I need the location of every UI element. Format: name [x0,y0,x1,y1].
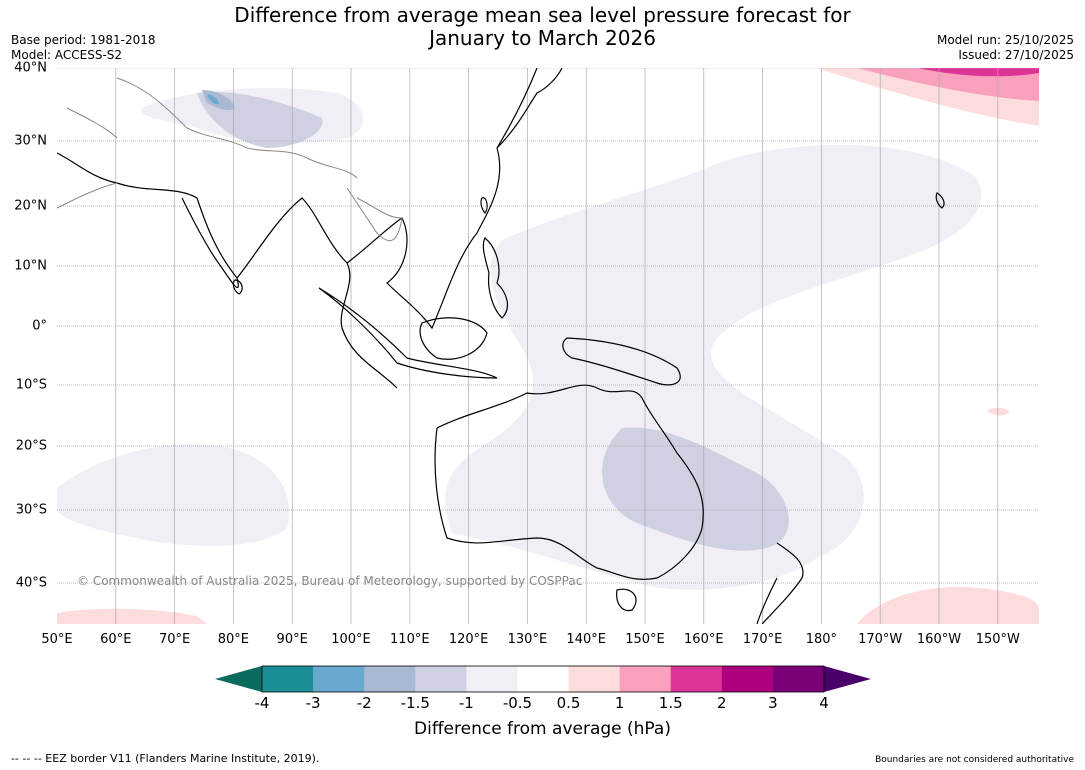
border-south-asia [116,77,358,179]
colorbar-cell [619,666,672,692]
colorbar-tick-label: -1 [458,694,474,712]
colorbar-cell [466,666,518,692]
colorbar-cell [262,666,314,692]
anomaly-shading [57,68,1039,624]
coastline-bay-of-bengal [236,197,398,389]
neg-anomaly-indian-ocean [57,444,290,546]
border-middle-east [57,107,118,209]
coastline-sri-lanka [232,279,243,295]
colorbar-tick-label: 1 [614,694,625,712]
coastline-hawaii [935,192,945,209]
colorbar-cell [721,666,774,692]
pos-anomaly-southern-east [857,587,1039,624]
longitude-label: 150°E [625,632,665,647]
latitude-label: 30°S [15,502,47,518]
eez-legend: -- -- -- EEZ border V11 (Flanders Marine… [11,752,320,765]
pos-anomaly-southern-west [57,608,207,624]
country-borders [57,77,403,242]
longitude-label: 120°E [448,632,489,647]
colorbar-tick-label: 3 [768,694,778,712]
page-title: Difference from average mean sea level p… [0,4,1085,50]
latitude-label: 10°S [15,377,47,393]
model-run: Model run: 25/10/2025 [936,33,1074,47]
colorbar-cell [364,666,416,692]
longitude-label: 170°E [742,632,783,647]
longitude-label: 160°E [684,632,724,647]
latitude-label: 20°N [14,198,47,214]
colorbar-tick-label: -1.5 [400,694,430,712]
colorbar-title: Difference from average (hPa) [414,719,671,739]
colorbar-under-arrow [215,666,262,692]
colorbar-frame [261,665,825,693]
colorbar-tick-label: 1.5 [658,694,683,712]
colorbar-tick-label: 2 [717,694,727,712]
colorbar-tick-label: -3 [305,694,321,712]
longitude-label: 110°E [390,632,430,647]
coastline-philippines [482,237,509,319]
longitude-label: 160°W [916,632,962,647]
coastline-arabia-india [57,152,239,289]
longitude-label: 70°E [158,632,191,647]
latitude-label: 20°S [15,438,47,454]
issued-date: Issued: 27/10/2025 [958,48,1074,62]
longitude-label: 130°E [507,632,548,647]
coastline-taiwan [480,197,488,214]
coastline-australia [434,384,704,580]
colorbar-tick-label: -2 [356,694,372,712]
copyright-notice: © Commonwealth of Australia 2025, Bureau… [77,574,582,588]
longitude-label: 90°E [276,632,308,647]
longitude-label: 100°E [331,632,371,647]
meta-right: Model run: 25/10/2025 Issued: 27/10/2025 [937,33,1074,63]
latitude-label: 0° [32,318,47,334]
graticule [57,68,1039,624]
coastlines [57,68,945,624]
longitude-label: 140°E [566,632,606,647]
neg-anomaly-west-pacific [445,144,982,590]
title-line-2: January to March 2026 [429,26,656,50]
border-indochina [346,187,403,242]
coastline-japan [496,68,563,149]
colorbar-cell [415,666,467,692]
meta-left: Base period: 1981-2018 Model: ACCESS-S2 [11,33,156,63]
colorbar-cells [262,666,825,692]
latitude-label: 10°N [14,258,47,274]
longitude-label: 180° [805,632,838,647]
coastline-new-guinea [562,337,681,386]
coastline-tasmania [616,588,637,612]
coastline-sumatra-java [318,287,498,379]
colorbar-tick-label: 0.5 [556,694,581,712]
colorbar-cell [313,666,365,692]
colorbar-tick-label: -4 [254,694,270,712]
colorbar-cell [517,666,570,692]
coastline-southeast-asia [346,147,501,330]
longitude-label: 50°E [41,632,73,647]
latitude-label: 30°N [14,133,47,149]
latitude-label: 40°S [15,575,47,591]
latitude-label: 40°N [14,60,47,76]
colorbar-over-arrow [824,666,871,692]
longitude-label: 150°W [975,632,1020,647]
coastline-new-zealand [756,542,804,624]
longitude-label: 80°E [217,632,250,647]
longitude-label: 170°W [858,632,903,647]
neg-anomaly-australia-core [602,427,789,551]
colorbar-cell [772,666,825,692]
longitude-label: 60°E [100,632,132,647]
coastline-east-asia [496,68,538,149]
colorbar-cell [670,666,723,692]
base-period: Base period: 1981-2018 [11,33,156,47]
title-line-1: Difference from average mean sea level p… [234,3,851,27]
neg-anomaly-tibet-strongest [207,94,219,105]
coastline-borneo [419,317,488,360]
pressure-anomaly-map: © Commonwealth of Australia 2025, Bureau… [57,68,1039,624]
boundary-disclaimer: Boundaries are not considered authoritat… [875,755,1074,765]
colorbar [215,665,871,693]
colorbar-tick-label: -0.5 [502,694,533,712]
model-name: Model: ACCESS-S2 [11,48,123,62]
colorbar-cell [568,666,621,692]
colorbar-tick-label: 4 [819,694,829,712]
pos-anomaly-north-pacific-core [917,68,1039,77]
